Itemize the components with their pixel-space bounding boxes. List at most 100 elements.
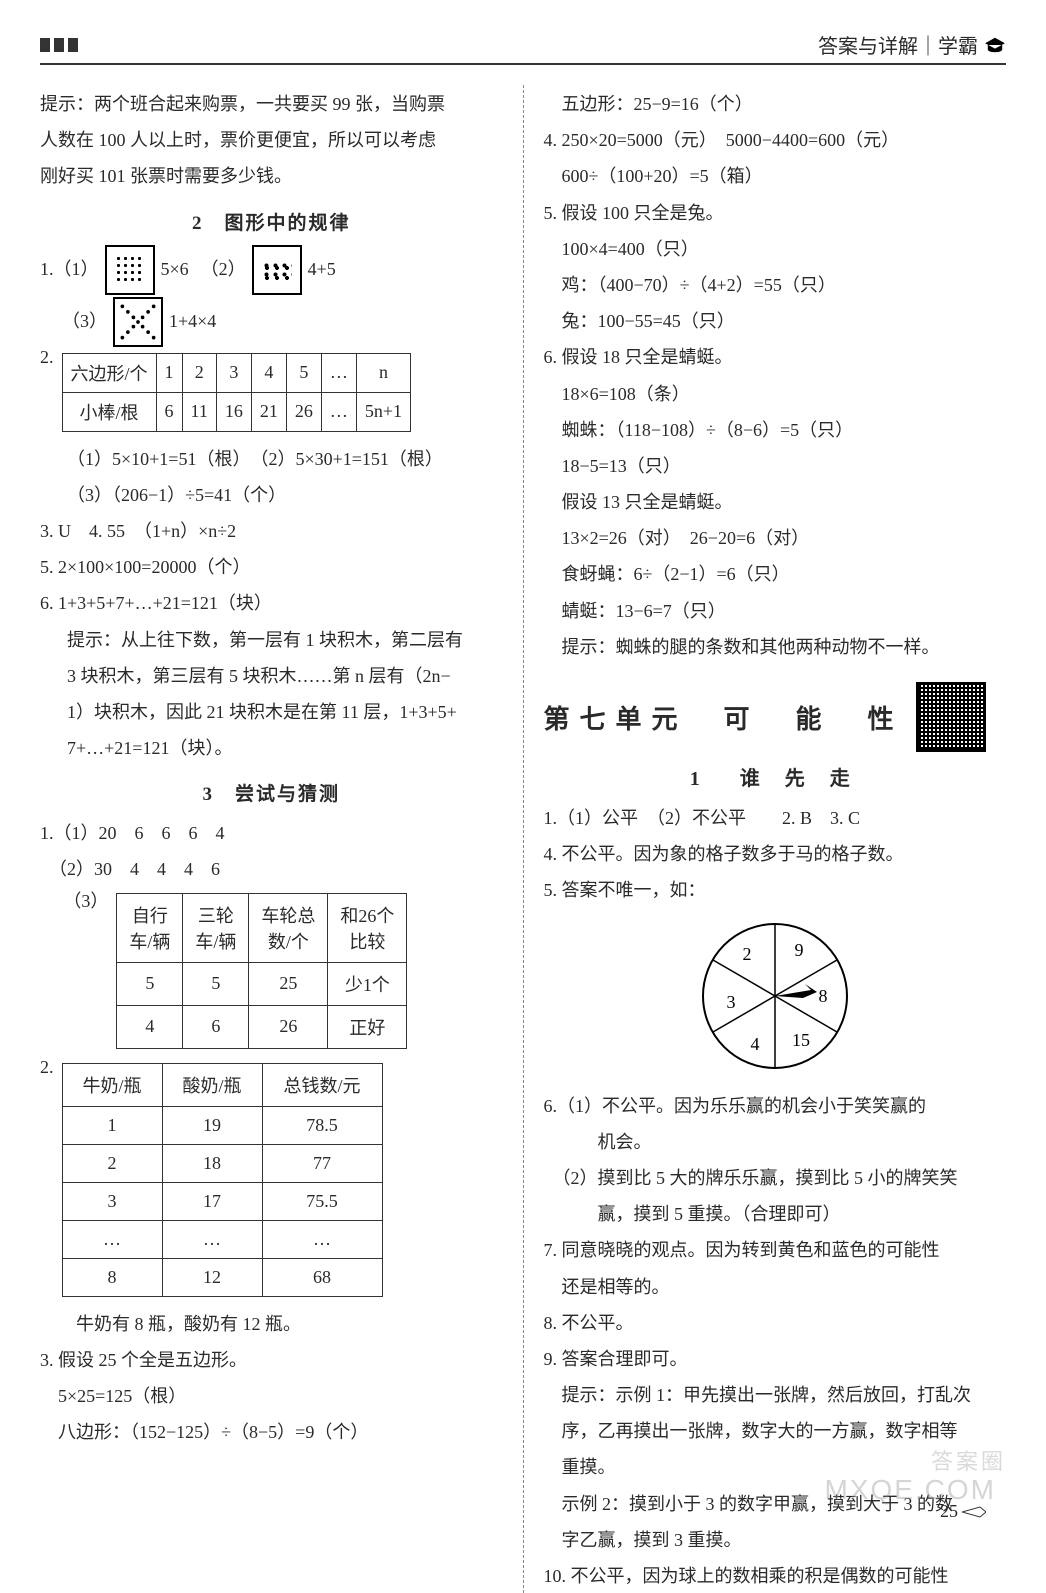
- r-line: 五边形：25−9=16（个）: [544, 87, 1007, 121]
- page-number-text: 25: [940, 1501, 958, 1522]
- q5-answer: 5. 2×100×100=20000（个）: [40, 550, 503, 584]
- u9b: 提示：示例 1：甲先摸出一张牌，然后放回，打乱次: [544, 1378, 1007, 1412]
- cell: …: [162, 1220, 262, 1258]
- cell: 3: [216, 353, 251, 392]
- r-q6d: 18−5=13（只）: [544, 449, 1007, 483]
- milk-table: 牛奶/瓶 酸奶/瓶 总钱数/元 11978.5 21877 31775.5 ………: [62, 1063, 383, 1297]
- cell: 26: [249, 1005, 328, 1048]
- sector-label: 2: [742, 944, 751, 964]
- cell: 19: [162, 1106, 262, 1144]
- watermark-cn: 答案圈: [931, 1444, 1006, 1476]
- r-q6a: 6. 假设 18 只全是蜻蜓。: [544, 340, 1007, 374]
- q-label: （3）: [62, 304, 107, 338]
- cell: …: [321, 353, 356, 392]
- cell: 5: [117, 962, 183, 1005]
- cell: 和26个比较: [328, 893, 407, 962]
- cell: 自行车/辆: [117, 893, 183, 962]
- s3-q2-answer: 牛奶有 8 瓶，酸奶有 12 瓶。: [76, 1307, 503, 1341]
- expr: 1+4×4: [169, 304, 216, 338]
- cell: 少1个: [328, 962, 407, 1005]
- cell: 5n+1: [356, 392, 410, 431]
- u6b: （2）摸到比 5 大的牌乐乐赢，摸到比 5 小的牌笑笑: [544, 1161, 1007, 1195]
- r-q4b: 600÷（100+20）=5（箱）: [544, 159, 1007, 193]
- cell: 4: [117, 1005, 183, 1048]
- q6-hint: 7+…+21=121（块）。: [67, 731, 503, 765]
- pencil-icon: [962, 1505, 986, 1519]
- cell: n: [356, 353, 410, 392]
- u6b2: 赢，摸到 5 重摸。（合理即可）: [544, 1197, 1007, 1231]
- u7a: 7. 同意晓晓的观点。因为转到黄色和蓝色的可能性: [544, 1233, 1007, 1267]
- u6a2: 机会。: [544, 1125, 1007, 1159]
- cell: 1: [62, 1106, 162, 1144]
- u9e: 示例 2：摸到小于 3 的数字甲赢，摸到大于 3 的数: [544, 1487, 1007, 1521]
- u5: 5. 答案不唯一，如：: [544, 873, 1007, 907]
- cell: 3: [62, 1182, 162, 1220]
- spinner-diagram: 9 8 15 4 3 2: [544, 916, 1007, 1081]
- page-header: 答案与详解｜学霸: [40, 30, 1006, 65]
- q-label: （2）: [201, 252, 246, 286]
- right-column: 五边形：25−9=16（个） 4. 250×20=5000（元） 5000−44…: [544, 85, 1007, 1593]
- sector-label: 15: [792, 1030, 810, 1050]
- s3-q1c: （3） 自行车/辆 三轮车/辆 车轮总数/个 和26个比较 5 5 25 少1个…: [40, 887, 503, 1057]
- question-1-row2: （3） 1+4×4: [40, 297, 503, 347]
- sector-label: 4: [750, 1034, 759, 1054]
- cell: 78.5: [262, 1106, 382, 1144]
- left-column: 提示：两个班合起来购票，一共要买 99 张，当购票 人数在 100 人以上时，票…: [40, 85, 503, 1593]
- cell: 26: [286, 392, 321, 431]
- cell: 三轮车/辆: [183, 893, 249, 962]
- column-divider: [523, 85, 524, 1593]
- question-2: 2. 六边形/个 1 2 3 4 5 … n 小棒/根 6 11 16: [40, 347, 503, 440]
- cell: 1: [156, 353, 182, 392]
- s3-q1a: 1.（1）20 6 6 6 4: [40, 816, 503, 850]
- cell: 5: [183, 962, 249, 1005]
- content-columns: 提示：两个班合起来购票，一共要买 99 张，当购票 人数在 100 人以上时，票…: [40, 85, 1006, 1593]
- cell: 75.5: [262, 1182, 382, 1220]
- cell: 六边形/个: [62, 353, 156, 392]
- cell: 16: [216, 392, 251, 431]
- r-q6g: 食蚜蝇：6÷（2−1）=6（只）: [544, 557, 1007, 591]
- bike-table: 自行车/辆 三轮车/辆 车轮总数/个 和26个比较 5 5 25 少1个 4 6…: [116, 893, 407, 1049]
- cell: 小棒/根: [62, 392, 156, 431]
- cell: 6: [156, 392, 182, 431]
- cell: 21: [251, 392, 286, 431]
- header-marks: [40, 38, 78, 52]
- header-title-text: 答案与详解｜学霸: [818, 30, 978, 59]
- page-number: 25: [940, 1501, 986, 1522]
- dot-rows-icon: [252, 245, 302, 295]
- expr: 4+5: [308, 252, 336, 286]
- q6-hint: 3 块积木，第三层有 5 块积木……第 n 层有（2n−: [67, 659, 503, 693]
- s3-q1b: （2）30 4 4 4 6: [40, 852, 503, 886]
- sub-title: 1 谁 先 走: [544, 762, 1007, 791]
- cell: 6: [183, 1005, 249, 1048]
- cell: 2: [182, 353, 216, 392]
- unit-title: 第七单元 可 能 性: [544, 699, 904, 736]
- cell: 17: [162, 1182, 262, 1220]
- r-q5b: 100×4=400（只）: [544, 232, 1007, 266]
- cell: 12: [162, 1258, 262, 1296]
- r-q5a: 5. 假设 100 只全是兔。: [544, 196, 1007, 230]
- question-1-row1: 1.（1） 5×6 （2） 4+5: [40, 245, 503, 295]
- cell: 8: [62, 1258, 162, 1296]
- cell: 车轮总数/个: [249, 893, 328, 962]
- dot-x-icon: [113, 297, 163, 347]
- r-q5d: 兔：100−55=45（只）: [544, 304, 1007, 338]
- graduation-cap-icon: [984, 36, 1006, 54]
- r-q6h: 蜻蜓：13−6=7（只）: [544, 594, 1007, 628]
- qr-code-icon: [916, 682, 986, 752]
- cell: 5: [286, 353, 321, 392]
- q-num: 2.: [40, 347, 54, 368]
- sector-label: 3: [726, 992, 735, 1012]
- s3-q3b: 5×25=125（根）: [40, 1379, 503, 1413]
- r-q4a: 4. 250×20=5000（元） 5000−4400=600（元）: [544, 123, 1007, 157]
- q3-answer: 3. U 4. 55 （1+n）×n÷2: [40, 514, 503, 548]
- u8: 8. 不公平。: [544, 1306, 1007, 1340]
- hexagon-table: 六边形/个 1 2 3 4 5 … n 小棒/根 6 11 16 21 26 …: [62, 353, 412, 432]
- cell: 18: [162, 1144, 262, 1182]
- hint-text: 刚好买 101 张票时需要多少钱。: [40, 159, 503, 193]
- u6a: 6.（1）不公平。因为乐乐赢的机会小于笑笑赢的: [544, 1089, 1007, 1123]
- cell: 25: [249, 962, 328, 1005]
- r-q6e: 假设 13 只全是蜻蜓。: [544, 485, 1007, 519]
- r-q6f: 13×2=26（对） 26−20=6（对）: [544, 521, 1007, 555]
- u9f: 字乙赢，摸到 3 重摸。: [544, 1523, 1007, 1557]
- r-q6c: 蜘蛛：（118−108）÷（8−6）=5（只）: [544, 413, 1007, 447]
